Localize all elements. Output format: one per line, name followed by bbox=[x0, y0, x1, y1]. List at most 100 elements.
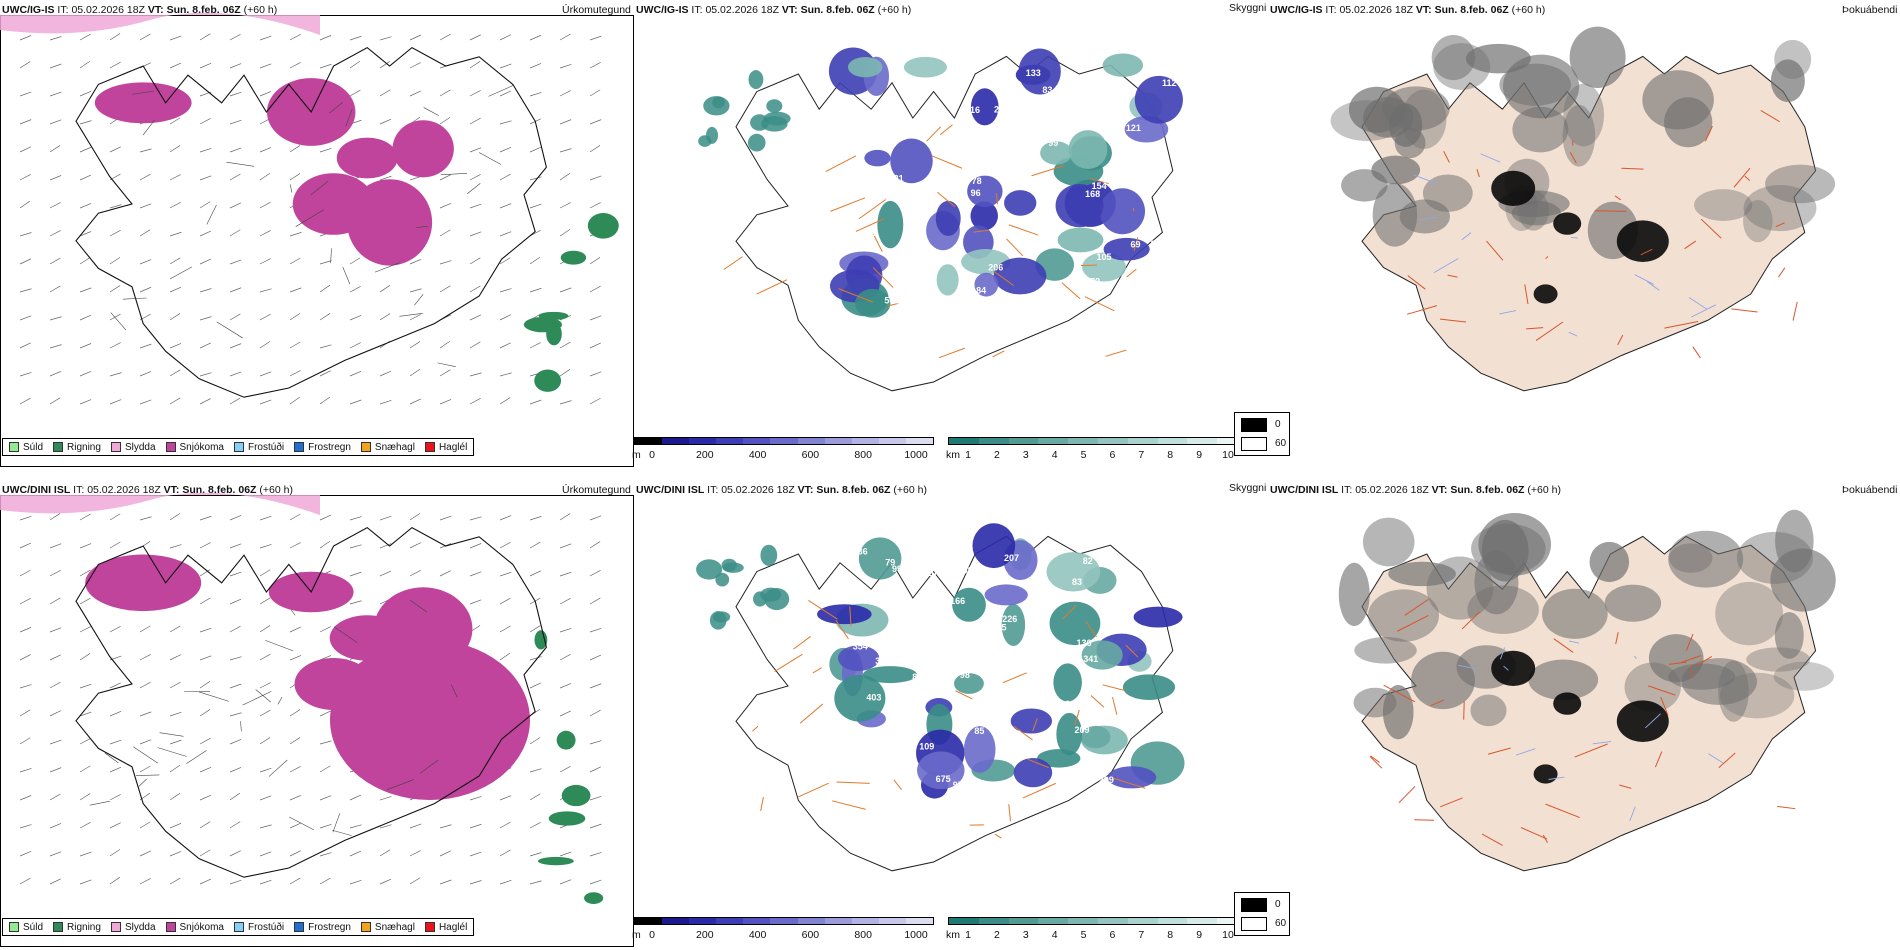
wind-barb bbox=[79, 146, 92, 153]
wind-barb bbox=[199, 62, 212, 69]
wind-barb bbox=[259, 341, 271, 349]
road-line bbox=[1404, 598, 1429, 616]
colorbar-tick: 4 bbox=[1051, 449, 1058, 461]
rain-area bbox=[534, 369, 562, 392]
wind-barb bbox=[289, 822, 302, 829]
wind-barb bbox=[379, 824, 392, 829]
colorbar-segment bbox=[851, 438, 879, 444]
colorbar-segment bbox=[743, 918, 771, 924]
river-line bbox=[1634, 655, 1637, 660]
colorbar-tick: 200 bbox=[696, 449, 714, 461]
wind-barb bbox=[589, 342, 602, 349]
road-line bbox=[1648, 685, 1676, 696]
wind-barb bbox=[289, 173, 301, 181]
road-line bbox=[1032, 718, 1038, 732]
cloud-visibility-map[interactable]: 2516583859982938073689713629982170100725… bbox=[634, 480, 1268, 947]
wind-barb bbox=[229, 287, 242, 293]
colorbar-tick: 0 bbox=[649, 449, 655, 461]
fog-area bbox=[1362, 517, 1415, 567]
cloud-area bbox=[760, 544, 778, 566]
precip-type-map[interactable] bbox=[0, 0, 634, 467]
cloud-base-value: 63 bbox=[1138, 151, 1148, 161]
road-line bbox=[135, 774, 160, 776]
wind-barb bbox=[259, 879, 272, 885]
cloud-base-value: 206 bbox=[988, 263, 1003, 273]
wind-barb bbox=[49, 767, 62, 773]
wind-barb bbox=[259, 258, 271, 265]
wind-barb bbox=[469, 117, 481, 125]
cloud-visibility-map[interactable]: 1161016913396939959806357149168105206120… bbox=[634, 0, 1268, 467]
road-line bbox=[255, 689, 271, 703]
wind-barb bbox=[319, 514, 332, 521]
road-line bbox=[1621, 167, 1644, 170]
colorbar-tick: 3 bbox=[1022, 449, 1029, 461]
legend-label: Frostregn bbox=[308, 921, 351, 933]
wind-barb bbox=[79, 879, 92, 885]
road-line bbox=[399, 312, 423, 317]
wind-barb bbox=[199, 542, 211, 549]
cloud-area bbox=[1103, 237, 1150, 261]
dense-fog-area bbox=[1553, 692, 1582, 715]
wind-barb bbox=[289, 626, 302, 633]
road-line bbox=[142, 119, 155, 136]
fog-index-map[interactable] bbox=[1268, 0, 1900, 467]
wind-barb bbox=[139, 878, 151, 885]
wind-barb bbox=[589, 570, 601, 577]
cloud-area bbox=[1081, 640, 1123, 670]
road-line bbox=[409, 599, 428, 613]
road-line bbox=[1695, 656, 1713, 667]
wind-barb bbox=[49, 91, 62, 97]
fog-area bbox=[1502, 54, 1580, 119]
wind-barb bbox=[199, 201, 211, 209]
road-line bbox=[216, 321, 243, 339]
wind-barb bbox=[349, 544, 362, 549]
wind-barb bbox=[19, 598, 31, 605]
wind-barb bbox=[319, 852, 332, 857]
wind-barb bbox=[379, 118, 392, 125]
fog-legend-swatch-60 bbox=[1241, 437, 1267, 451]
wind-barb bbox=[19, 795, 32, 801]
river-line bbox=[1499, 310, 1517, 315]
wind-barb bbox=[439, 117, 451, 125]
valid-time: Sun. 8.feb. 06Z bbox=[1450, 484, 1525, 496]
road-line bbox=[995, 193, 998, 205]
wind-barb bbox=[49, 63, 62, 69]
road-line bbox=[1440, 318, 1467, 323]
road-line bbox=[1486, 240, 1504, 261]
wind-barb bbox=[79, 543, 92, 549]
colorbar-segment bbox=[689, 438, 717, 444]
wind-barb bbox=[499, 90, 512, 97]
wind-barb bbox=[109, 285, 121, 293]
colorbar-tick: 6 bbox=[1109, 929, 1116, 941]
colorbar-tick: 5 bbox=[1080, 449, 1087, 461]
wind-barb bbox=[259, 544, 272, 549]
cloud-area bbox=[763, 111, 791, 126]
wind-barb bbox=[199, 766, 212, 773]
wind-barb bbox=[229, 147, 242, 153]
fog-index-map[interactable] bbox=[1268, 480, 1900, 947]
river-line bbox=[1433, 258, 1459, 274]
cloud-area bbox=[696, 559, 723, 580]
wind-barb bbox=[499, 63, 512, 69]
wind-barb bbox=[49, 793, 61, 801]
precip-type-map[interactable] bbox=[0, 480, 634, 947]
wind-barb bbox=[19, 342, 31, 349]
wind-barb bbox=[409, 542, 421, 549]
precip-legend: Súld Rigning Slydda Snjókoma Frostúði Frostre… bbox=[2, 438, 475, 456]
cloud-base-value: 354 bbox=[853, 642, 868, 652]
precip-legend-item: Snæhagl bbox=[360, 922, 415, 933]
wind-barb bbox=[589, 683, 602, 689]
cloud-area bbox=[834, 675, 886, 722]
wind-barb bbox=[49, 597, 61, 605]
cloud-base-value: 68 bbox=[922, 597, 932, 607]
legend-label: Súld bbox=[23, 441, 44, 453]
wind-barb bbox=[169, 764, 181, 773]
road-line bbox=[488, 84, 515, 97]
wind-barb bbox=[289, 396, 301, 405]
cloud-base-value: 83 bbox=[1042, 85, 1052, 95]
road-line bbox=[89, 800, 110, 806]
wind-barb bbox=[319, 823, 332, 829]
wind-barb bbox=[559, 654, 571, 661]
colorbar-segment bbox=[1127, 918, 1158, 924]
road-line bbox=[1777, 805, 1796, 810]
